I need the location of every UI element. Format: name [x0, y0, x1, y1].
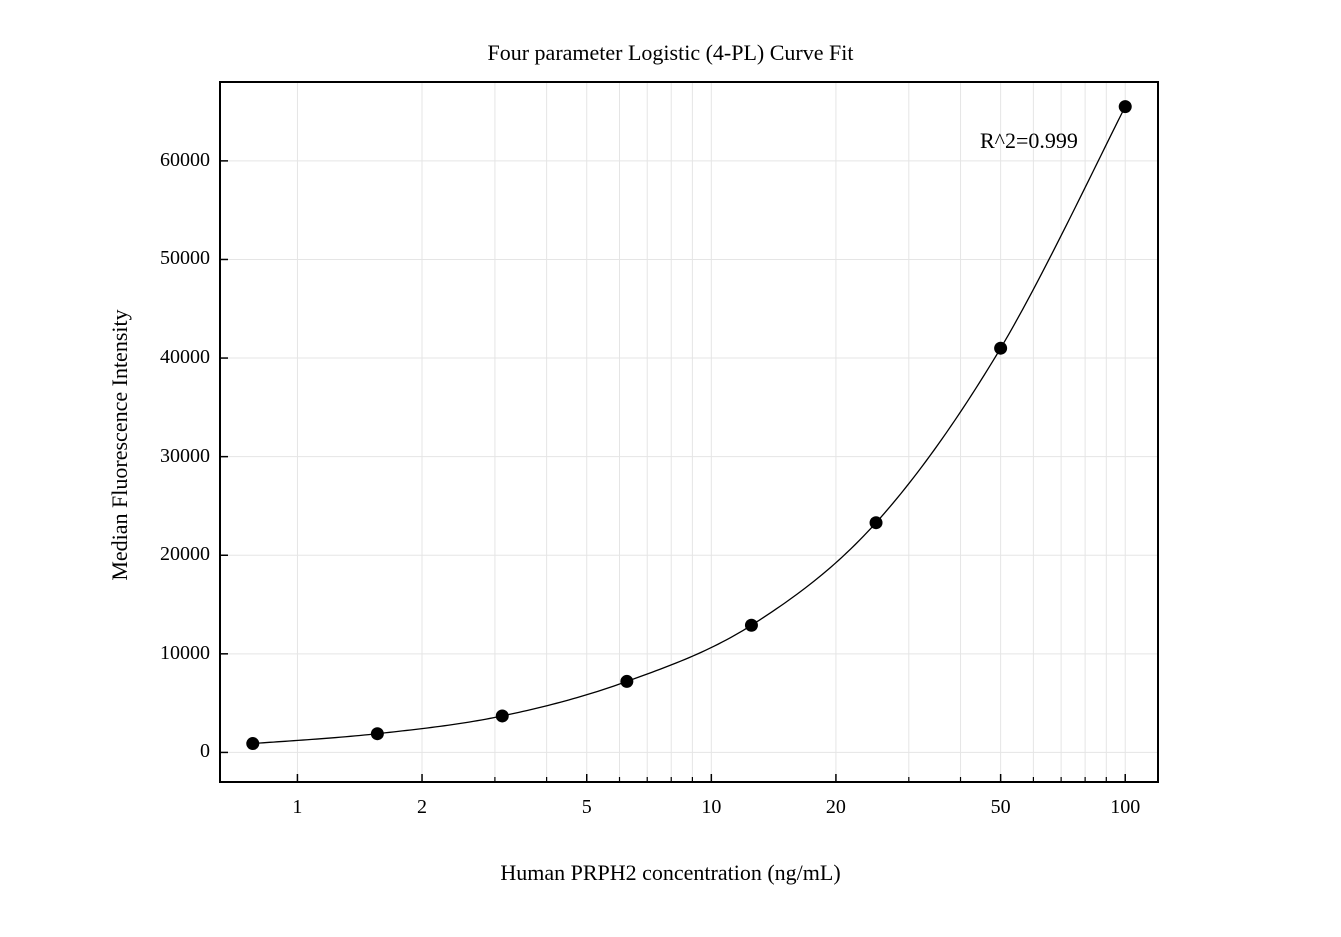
y-tick-label: 50000 — [130, 247, 210, 270]
x-tick-label: 100 — [1095, 796, 1155, 819]
y-tick-label: 10000 — [130, 642, 210, 665]
x-tick-label: 20 — [806, 796, 866, 819]
chart-container: Four parameter Logistic (4-PL) Curve Fit… — [0, 0, 1341, 937]
y-tick-label: 20000 — [130, 543, 210, 566]
x-tick-label: 5 — [557, 796, 617, 819]
x-tick-label: 1 — [267, 796, 327, 819]
x-tick-label: 50 — [971, 796, 1031, 819]
y-tick-label: 40000 — [130, 346, 210, 369]
x-tick-label: 2 — [392, 796, 452, 819]
x-tick-label: 10 — [681, 796, 741, 819]
y-tick-label: 0 — [130, 740, 210, 763]
y-tick-label: 60000 — [130, 149, 210, 172]
y-tick-label: 30000 — [130, 445, 210, 468]
r-squared-annotation: R^2=0.999 — [980, 128, 1078, 154]
